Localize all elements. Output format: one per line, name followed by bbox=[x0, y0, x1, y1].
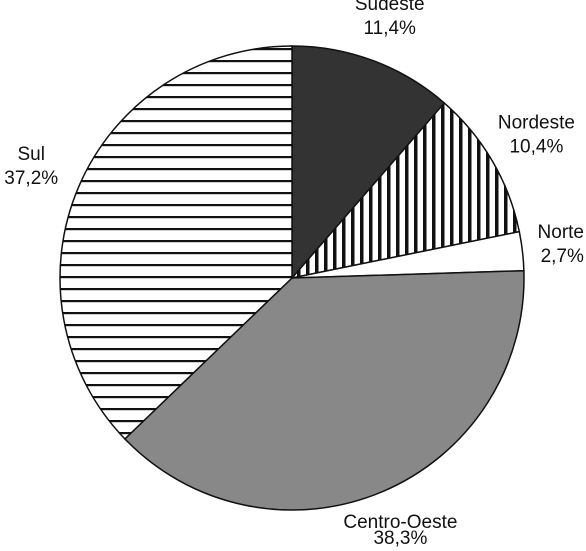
pie-slice bbox=[59, 45, 293, 440]
slice-label: Centro-Oeste bbox=[343, 512, 457, 533]
slice-label: Norte bbox=[538, 222, 584, 243]
slice-value-label: 2,7% bbox=[541, 246, 584, 267]
slice-value-label: 38,3% bbox=[373, 528, 427, 549]
pie-slice bbox=[291, 45, 446, 281]
slice-label: Sudeste bbox=[355, 0, 425, 15]
pie-slice bbox=[289, 101, 521, 280]
slice-value-label: 11,4% bbox=[363, 18, 416, 39]
slice-value-label: 37,2% bbox=[4, 168, 58, 189]
pie-slice bbox=[123, 269, 525, 511]
slice-value-label: 10,4% bbox=[509, 137, 563, 158]
slice-label: Sul bbox=[18, 144, 45, 165]
slice-label: Nordeste bbox=[498, 113, 575, 134]
